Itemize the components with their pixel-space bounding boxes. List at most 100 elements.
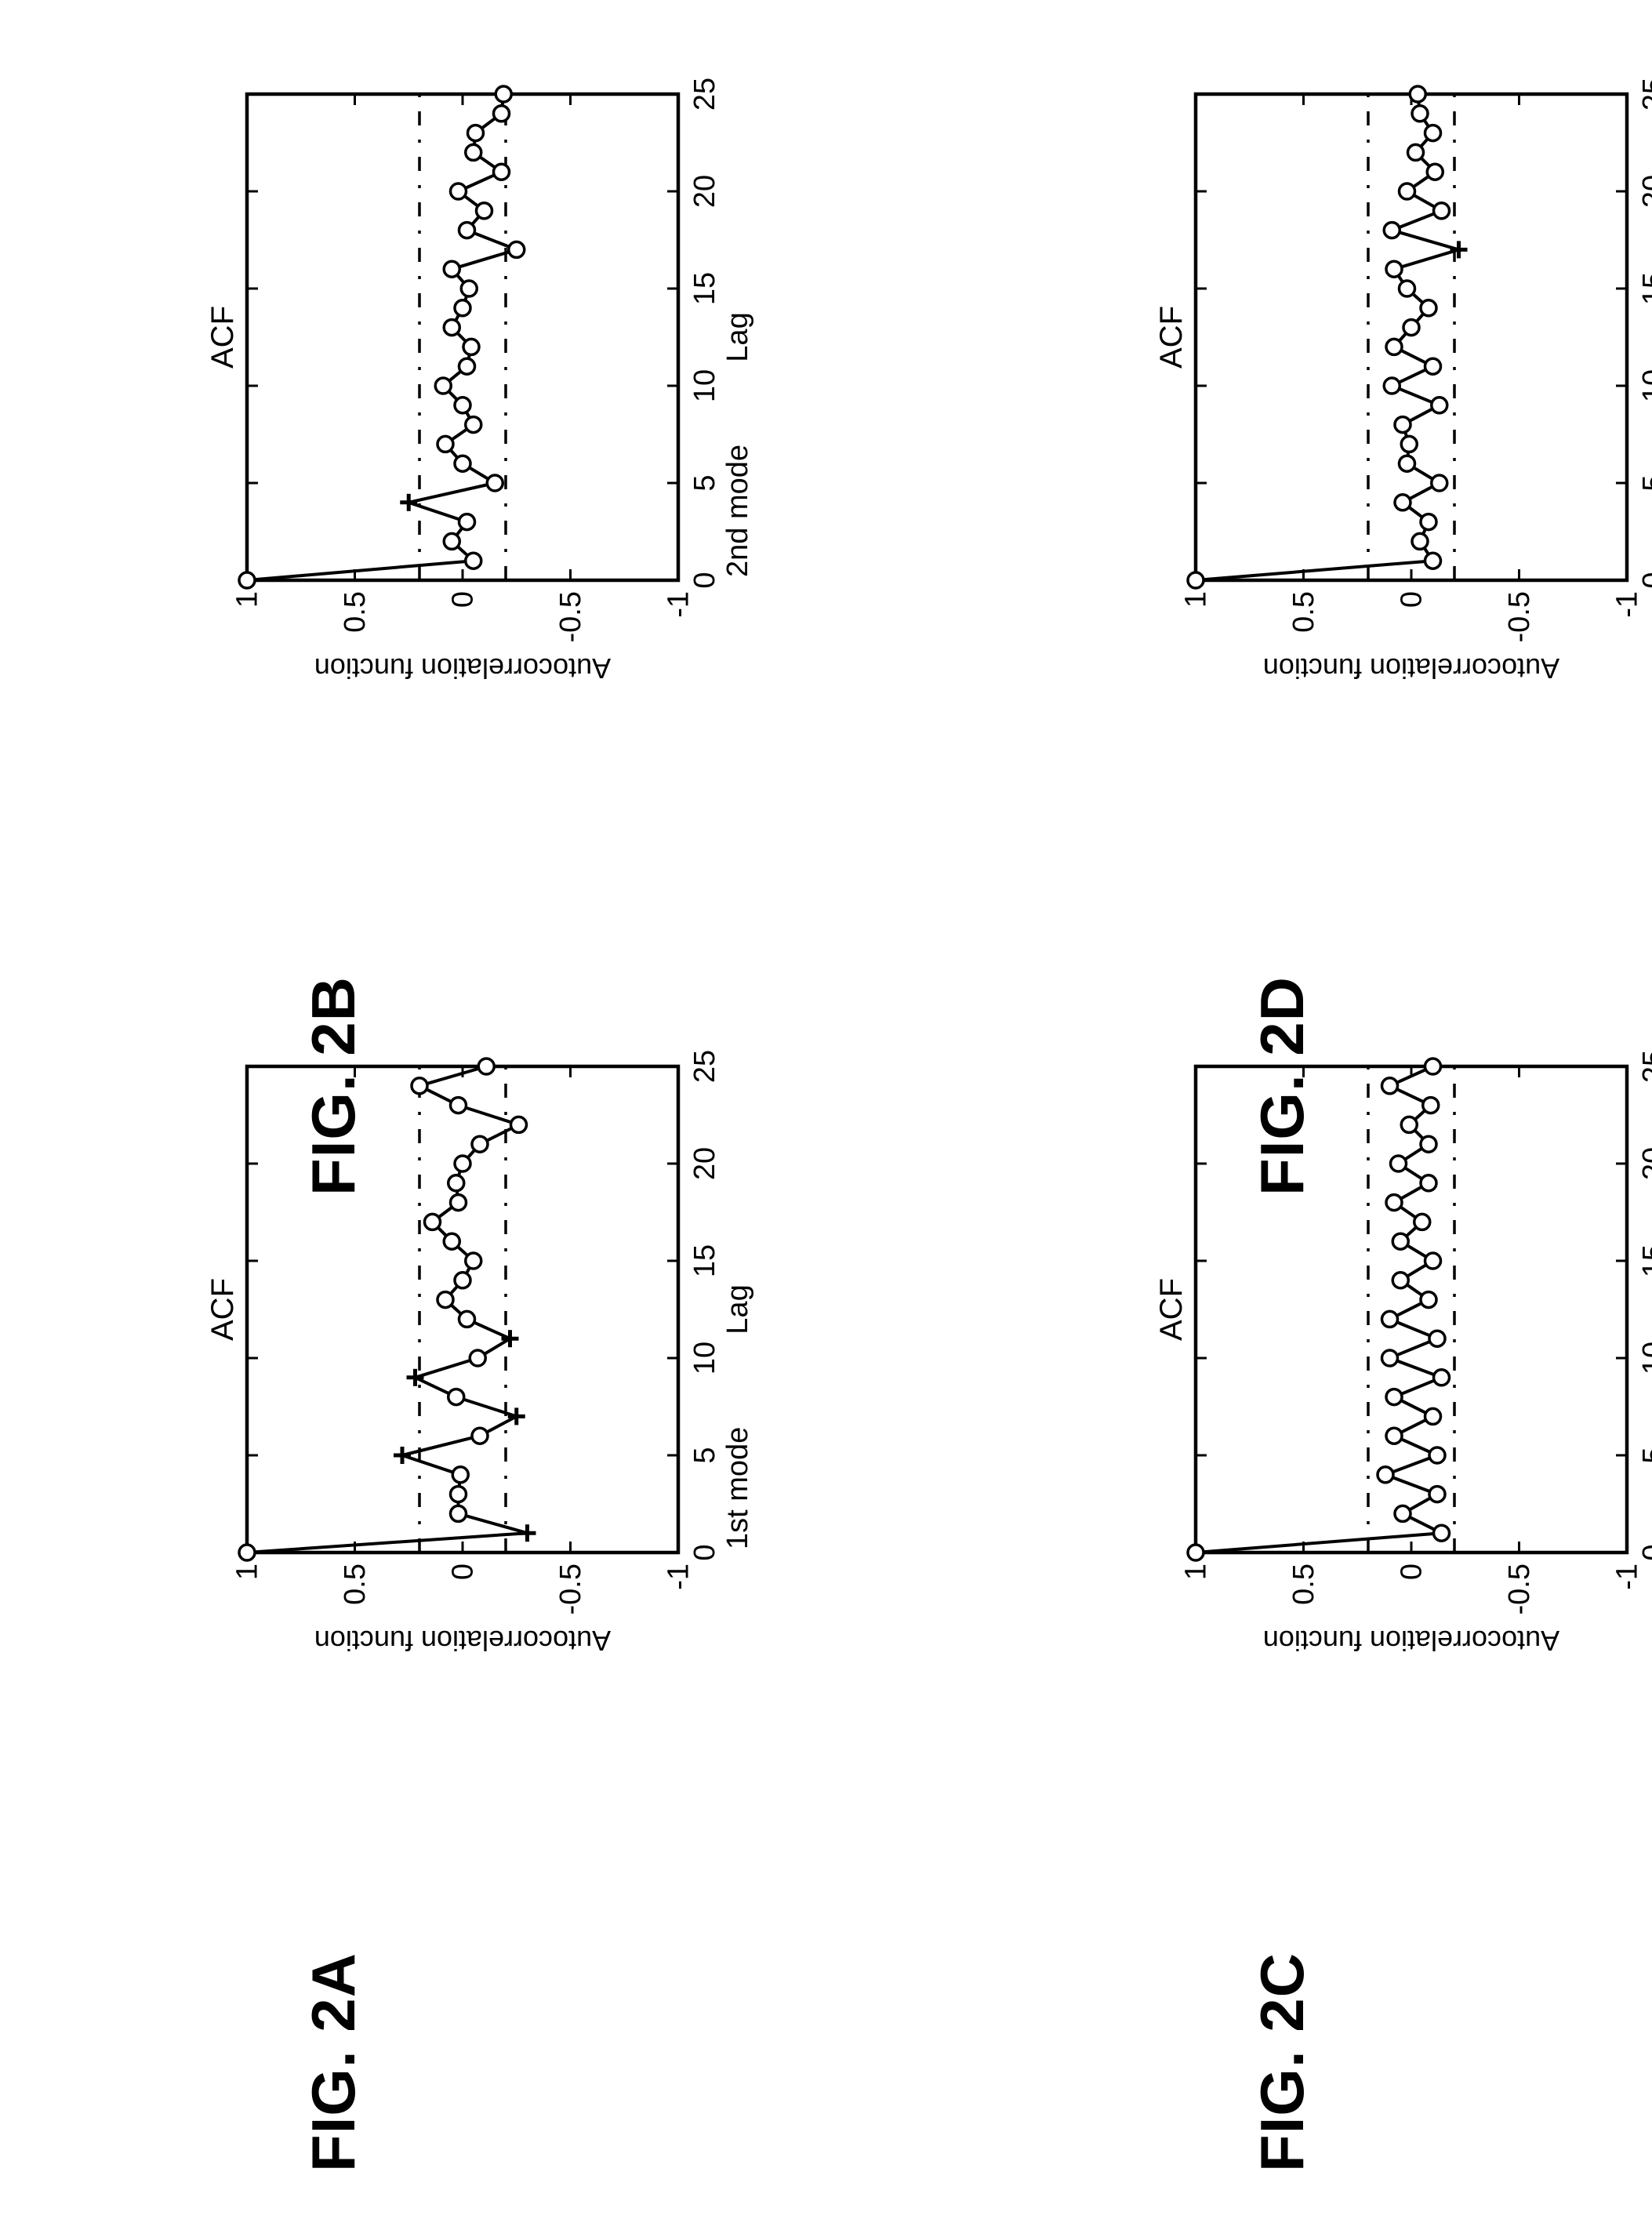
ytick-label: 0.5: [339, 1563, 372, 1605]
panel-b: 0510152025-1-0.500.51ACFLag2nd modeAutoc…: [196, 71, 776, 721]
ytick-label: 0.5: [339, 591, 372, 633]
xtick-label: 0: [1637, 1544, 1652, 1560]
marker-circle: [1429, 1331, 1445, 1346]
marker-circle: [444, 320, 459, 336]
xtick-label: 20: [688, 1147, 721, 1180]
panel-c: 0510152025-1-0.500.51ACFLag3rd modeAutoc…: [1145, 1043, 1652, 1694]
marker-circle: [494, 164, 510, 180]
marker-circle: [461, 281, 477, 296]
panel-a: 0510152025-1-0.500.51ACFLag1st modeAutoc…: [196, 1043, 776, 1694]
marker-circle: [1382, 1350, 1398, 1366]
marker-circle: [466, 417, 481, 433]
marker-circle: [1432, 475, 1447, 491]
marker-circle: [1410, 86, 1425, 102]
marker-circle: [1384, 378, 1400, 394]
marker-circle: [1421, 514, 1436, 530]
ytick-label: -1: [1611, 591, 1644, 618]
chart-title: ACF: [1154, 1278, 1189, 1341]
marker-circle: [1421, 300, 1436, 316]
marker-circle: [1403, 320, 1419, 336]
marker-circle: [511, 1117, 527, 1132]
xtick-label: 5: [1637, 1447, 1652, 1463]
xtick-label: 0: [1637, 572, 1652, 588]
marker-circle: [494, 106, 510, 122]
y-axis-label: Autocorrelation function: [314, 652, 611, 685]
ytick-label: 1: [231, 591, 264, 608]
marker-circle: [478, 1059, 494, 1074]
marker-circle: [477, 203, 492, 219]
marker-circle: [1382, 1078, 1398, 1094]
ytick-label: 1: [1180, 591, 1213, 608]
marker-circle: [455, 398, 470, 413]
xtick-label: 0: [688, 1544, 721, 1560]
marker-circle: [1188, 1545, 1204, 1560]
marker-circle: [444, 1233, 459, 1249]
xtick-label: 15: [1637, 272, 1652, 305]
marker-circle: [1421, 1136, 1436, 1152]
marker-circle: [1384, 223, 1400, 238]
marker-circle: [412, 1078, 427, 1094]
acf-chart-a: 0510152025-1-0.500.51ACFLag1st modeAutoc…: [196, 1043, 776, 1694]
subfigure-label-b: FIG. 2B: [298, 961, 369, 1211]
marker-circle: [455, 1273, 470, 1288]
ytick-label: -0.5: [1503, 1563, 1536, 1614]
xtick-label: 20: [688, 175, 721, 208]
xtick-label: 25: [1637, 1050, 1652, 1083]
ytick-label: -0.5: [554, 591, 587, 642]
marker-circle: [1386, 1428, 1402, 1444]
xtick-label: 20: [1637, 175, 1652, 208]
marker-circle: [1400, 281, 1415, 296]
chart-title: ACF: [205, 306, 240, 369]
marker-circle: [451, 183, 467, 199]
marker-circle: [1386, 339, 1402, 354]
marker-circle: [438, 1292, 453, 1308]
xtick-label: 15: [1637, 1244, 1652, 1277]
marker-circle: [468, 125, 484, 141]
marker-circle: [1412, 533, 1428, 549]
marker-circle: [466, 1253, 481, 1269]
ytick-label: -1: [1611, 1563, 1644, 1590]
marker-circle: [1378, 1467, 1393, 1483]
marker-circle: [1391, 1156, 1407, 1171]
marker-circle: [435, 378, 451, 394]
marker-circle: [451, 1505, 467, 1521]
acf-line: [247, 94, 517, 580]
marker-circle: [1434, 203, 1450, 219]
marker-circle: [1395, 417, 1411, 433]
y-axis-label: Autocorrelation function: [1263, 1625, 1559, 1657]
marker-circle: [451, 1098, 467, 1113]
acf-line: [1196, 94, 1459, 580]
marker-circle: [459, 514, 475, 530]
marker-circle: [1429, 1447, 1445, 1463]
marker-circle: [472, 1428, 488, 1444]
marker-circle: [1386, 261, 1402, 277]
marker-circle: [466, 553, 481, 568]
y-axis-label: Autocorrelation function: [1263, 652, 1559, 685]
xtick-label: 15: [688, 1244, 721, 1277]
xtick-label: 25: [688, 78, 721, 111]
ytick-label: 0: [447, 1563, 480, 1580]
acf-chart-c: 0510152025-1-0.500.51ACFLag3rd modeAutoc…: [1145, 1043, 1652, 1694]
marker-circle: [1425, 1059, 1441, 1074]
marker-circle: [1400, 456, 1415, 471]
marker-circle: [452, 1467, 468, 1483]
marker-circle: [455, 1156, 470, 1171]
marker-circle: [1425, 1253, 1441, 1269]
marker-circle: [1412, 106, 1428, 122]
xtick-label: 5: [688, 1447, 721, 1463]
marker-circle: [1434, 1525, 1450, 1541]
ytick-label: -1: [663, 1563, 695, 1590]
marker-circle: [239, 572, 255, 588]
ytick-label: 1: [1180, 1563, 1213, 1580]
marker-circle: [1429, 1487, 1445, 1502]
xtick-label: 25: [688, 1050, 721, 1083]
marker-circle: [1392, 1273, 1408, 1288]
marker-circle: [1425, 553, 1441, 568]
marker-circle: [1386, 1195, 1402, 1211]
acf-chart-d: 0510152025-1-0.500.51ACFLag4th modeAutoc…: [1145, 71, 1652, 721]
y-axis-label: Autocorrelation function: [314, 1625, 611, 1657]
marker-circle: [1400, 183, 1415, 199]
marker-circle: [1421, 1292, 1436, 1308]
xtick-label: 10: [688, 1342, 721, 1375]
marker-circle: [1401, 1117, 1417, 1132]
